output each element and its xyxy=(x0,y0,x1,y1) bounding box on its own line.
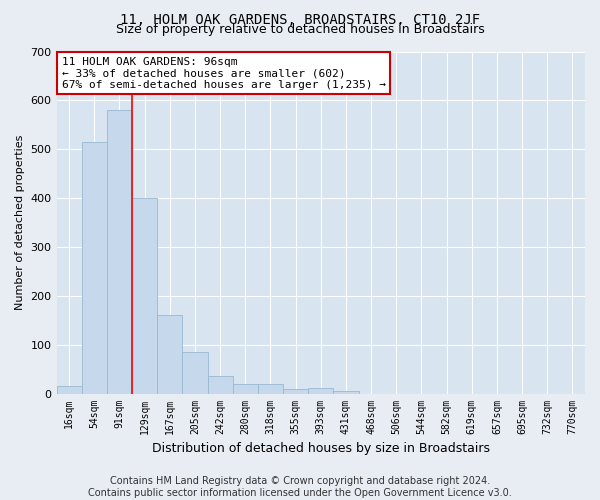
Bar xyxy=(132,198,157,394)
Bar xyxy=(182,352,208,394)
Text: Contains HM Land Registry data © Crown copyright and database right 2024.
Contai: Contains HM Land Registry data © Crown c… xyxy=(88,476,512,498)
Bar xyxy=(56,386,82,394)
Text: 11 HOLM OAK GARDENS: 96sqm
← 33% of detached houses are smaller (602)
67% of sem: 11 HOLM OAK GARDENS: 96sqm ← 33% of deta… xyxy=(62,56,386,90)
Bar xyxy=(208,376,233,394)
Bar xyxy=(107,110,132,394)
X-axis label: Distribution of detached houses by size in Broadstairs: Distribution of detached houses by size … xyxy=(152,442,490,455)
Bar xyxy=(233,384,258,394)
Text: 11, HOLM OAK GARDENS, BROADSTAIRS, CT10 2JF: 11, HOLM OAK GARDENS, BROADSTAIRS, CT10 … xyxy=(120,12,480,26)
Bar xyxy=(334,391,359,394)
Bar xyxy=(258,384,283,394)
Bar xyxy=(82,142,107,394)
Y-axis label: Number of detached properties: Number of detached properties xyxy=(15,135,25,310)
Text: Size of property relative to detached houses in Broadstairs: Size of property relative to detached ho… xyxy=(116,22,484,36)
Bar xyxy=(157,316,182,394)
Bar xyxy=(308,388,334,394)
Bar xyxy=(283,388,308,394)
